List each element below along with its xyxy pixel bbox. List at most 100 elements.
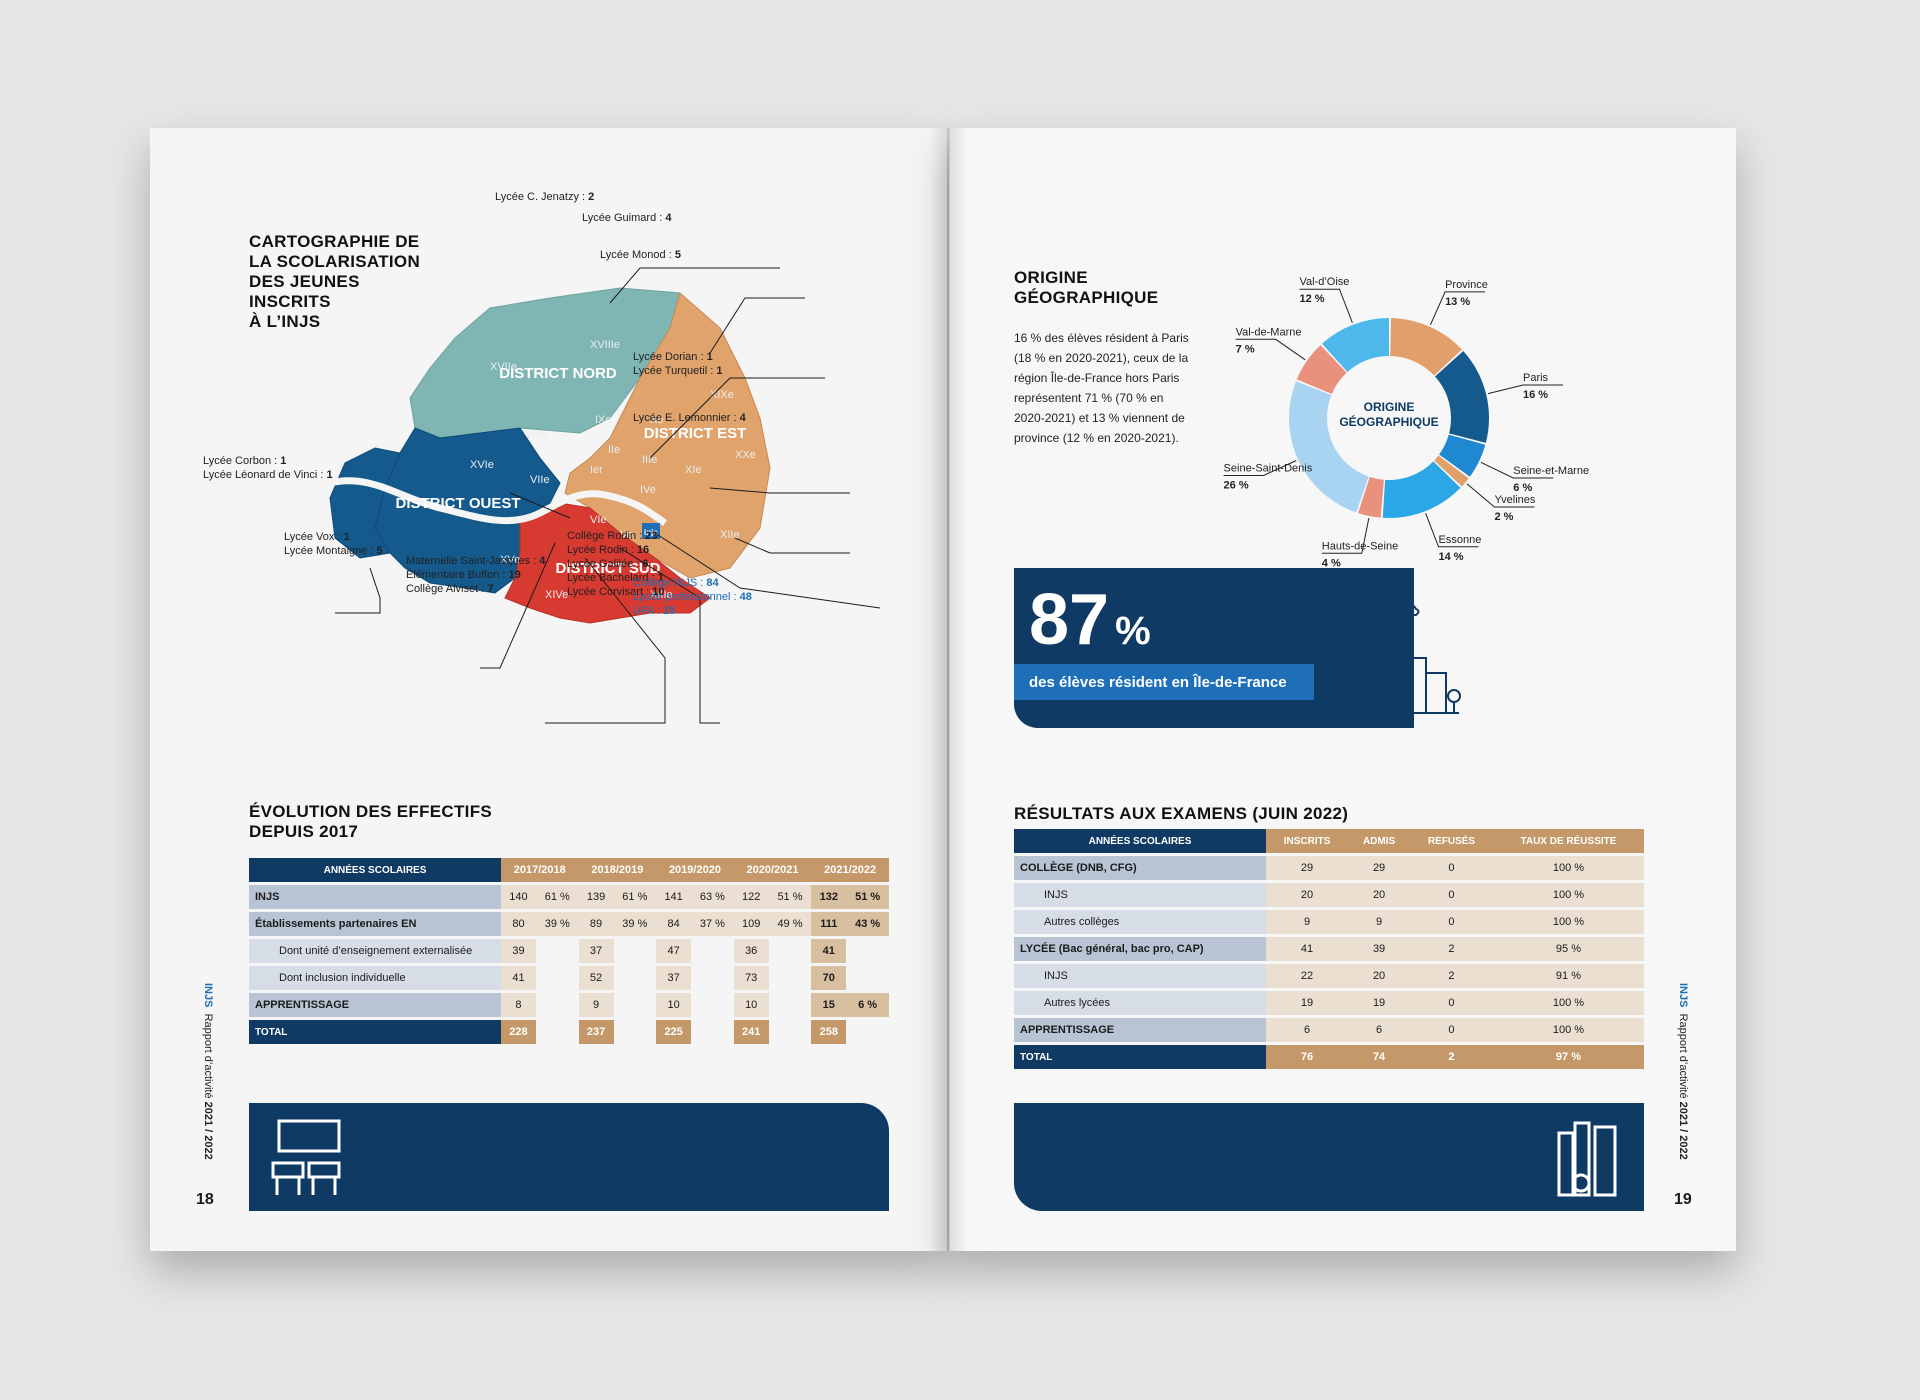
callout-monod: Lycée Monod : 5 (600, 249, 681, 261)
donut-leader (1487, 384, 1564, 395)
results-cell: 0 (1410, 1018, 1493, 1042)
year-header: 2020/2021 (733, 858, 812, 882)
effectifs-row-label: APPRENTISSAGE (249, 993, 501, 1017)
arr-label: Xe (650, 414, 663, 426)
results-row: Autres lycées 19 19 0 100 % (1014, 991, 1644, 1015)
district-nord-label: DISTRICT NORD (499, 365, 617, 382)
seine-river (329, 477, 667, 526)
origin-title-line: ORIGINE (1014, 268, 1088, 287)
effectifs-percent-cell (536, 939, 579, 963)
donut-value-label: 2 % (1494, 511, 1513, 523)
effectifs-percent-cell (614, 966, 657, 990)
arr-label: XVIIe (490, 361, 517, 373)
city-icon (1333, 598, 1461, 714)
stat-banner: 87% des élèves résident en Île-de-France (1014, 568, 1414, 728)
effectifs-count-cell: 139 (578, 885, 614, 909)
year-header: 2017/2018 (501, 858, 579, 882)
results-total-label: TOTAL (1014, 1045, 1266, 1069)
results-cell: 0 (1410, 883, 1493, 907)
effectifs-percent-cell: 39 % (613, 912, 657, 936)
gutter-shadow-right (949, 128, 969, 1251)
effectifs-percent-cell: 37 % (691, 912, 734, 936)
effectifs-count-cell: 140 (501, 885, 536, 909)
results-row-label: COLLÈGE (DNB, CFG) (1014, 856, 1266, 880)
effectifs-count-cell: 109 (733, 912, 769, 936)
effectifs-row-label: Dont inclusion individuelle (249, 966, 501, 990)
arr-label: VIIIe (525, 429, 548, 441)
donut-slices (1289, 318, 1489, 518)
effectifs-percent-cell (691, 993, 734, 1017)
map-title-line: LA SCOLARISATION (249, 252, 421, 271)
effectifs-percent-cell (536, 966, 579, 990)
arr-label: XIe (685, 464, 702, 476)
callout-dorian-turquetil: Lycée Dorian : 1 Lycée Turquetil : 1 (633, 351, 723, 377)
district-est-label: DISTRICT EST (644, 425, 747, 442)
results-row-label: LYCÉE (Bac général, bac pro, CAP) (1014, 937, 1266, 961)
effectifs-count-cell: 8 (501, 993, 536, 1017)
donut-slice (1434, 455, 1469, 487)
bottom-banner (249, 1103, 889, 1211)
arrondissement-labels: XVIIIe XVIIe IXe Xe XIXe VIIIe IIe IIIe … (470, 339, 756, 601)
donut-category-label: Val-de-Marne (1236, 326, 1302, 338)
effectifs-count-cell: 10 (656, 993, 692, 1017)
results-row-label: Autres lycées (1014, 991, 1266, 1015)
effectifs-percent-cell: 61 % (613, 885, 657, 909)
donut-value-label: 7 % (1236, 343, 1255, 355)
donut-category-label: Province (1445, 279, 1488, 291)
donut-leader (1223, 460, 1297, 477)
total-cell: 258 (811, 1020, 847, 1044)
origin-donut-chart: Province 13 % Paris 16 % Seine-et-Marne 6 %Yv… (1223, 276, 1590, 569)
effectifs-count-cell: 41 (501, 966, 536, 990)
donut-value-label: 12 % (1299, 293, 1324, 305)
donut-value-label: 6 % (1513, 482, 1532, 494)
results-cell: 95 % (1492, 937, 1644, 961)
results-cell: 9 (1348, 910, 1411, 934)
donut-value-label: 13 % (1445, 296, 1470, 308)
effectifs-percent-cell (769, 966, 812, 990)
arr-label: XVIIIe (590, 339, 620, 351)
side-years: 2021 / 2022 (202, 1101, 214, 1160)
effectifs-title-line: ÉVOLUTION DES EFFECTIFS (249, 802, 493, 821)
year-header: 2018/2019 (578, 858, 657, 882)
donut-value-label: 26 % (1224, 480, 1249, 492)
side-report: Rapport d’activité (1677, 1013, 1689, 1102)
callout-injs: Collège INJS : 84 Lycée professionnel : … (633, 577, 752, 617)
origin-text: 16 % des élèves résident à Paris (18 % e… (1014, 331, 1189, 445)
effectifs-row-label: Établissements partenaires EN (249, 912, 501, 936)
donut-slice (1358, 476, 1384, 518)
results-total-cell: 76 (1266, 1045, 1349, 1069)
results-row: INJS 22 20 2 91 % (1014, 964, 1644, 988)
arr-label: IXe (595, 414, 612, 426)
stat-unit: % (1115, 609, 1151, 653)
arr-label: XXe (735, 449, 756, 461)
total-cell: 237 (578, 1020, 614, 1044)
results-row: INJS 20 20 0 100 % (1014, 883, 1644, 907)
effectifs-percent-cell (691, 966, 734, 990)
results-total-cell: 97 % (1492, 1045, 1644, 1069)
effectifs-title: ÉVOLUTION DES EFFECTIFS DEPUIS 2017 (249, 802, 492, 842)
effectifs-percent-cell: 61 % (535, 885, 579, 909)
effectifs-count-cell: 10 (733, 993, 769, 1017)
results-col-header: TAUX DE RÉUSSITE (1492, 829, 1644, 853)
total-label: TOTAL (249, 1020, 501, 1044)
origin-title-line: GÉOGRAPHIQUE (1014, 288, 1159, 307)
effectifs-count-cell: 52 (578, 966, 614, 990)
stat-value-block: 87% (1029, 580, 1151, 671)
effectifs-count-cell: 132 (811, 885, 847, 909)
donut-leader (1466, 483, 1535, 508)
callout-corbon-vinci: Lycée Corbon : 1 Lycée Léonard de Vinci … (203, 455, 333, 481)
effectifs-count-cell: 89 (578, 912, 614, 936)
donut-leader (1299, 288, 1353, 323)
effectifs-percent-cell: 51 % (846, 885, 889, 909)
year-header: 2021/2022 (811, 858, 889, 882)
results-header-label: ANNÉES SCOLAIRES (1014, 829, 1266, 853)
results-title: RÉSULTATS AUX EXAMENS (JUIN 2022) (1014, 804, 1349, 823)
arr-label: Ve (620, 529, 633, 541)
effectifs-percent-cell: 43 % (846, 912, 889, 936)
donut-slice (1390, 318, 1462, 376)
callout-vox-montaigne: Lycée Vox : 1 Lycée Montaigne : 5 (284, 531, 383, 557)
arr-label: Ier (590, 464, 603, 476)
results-cell: 20 (1348, 883, 1411, 907)
results-row: APPRENTISSAGE 6 6 0 100 % (1014, 1018, 1644, 1042)
effectifs-percent-cell (614, 939, 657, 963)
